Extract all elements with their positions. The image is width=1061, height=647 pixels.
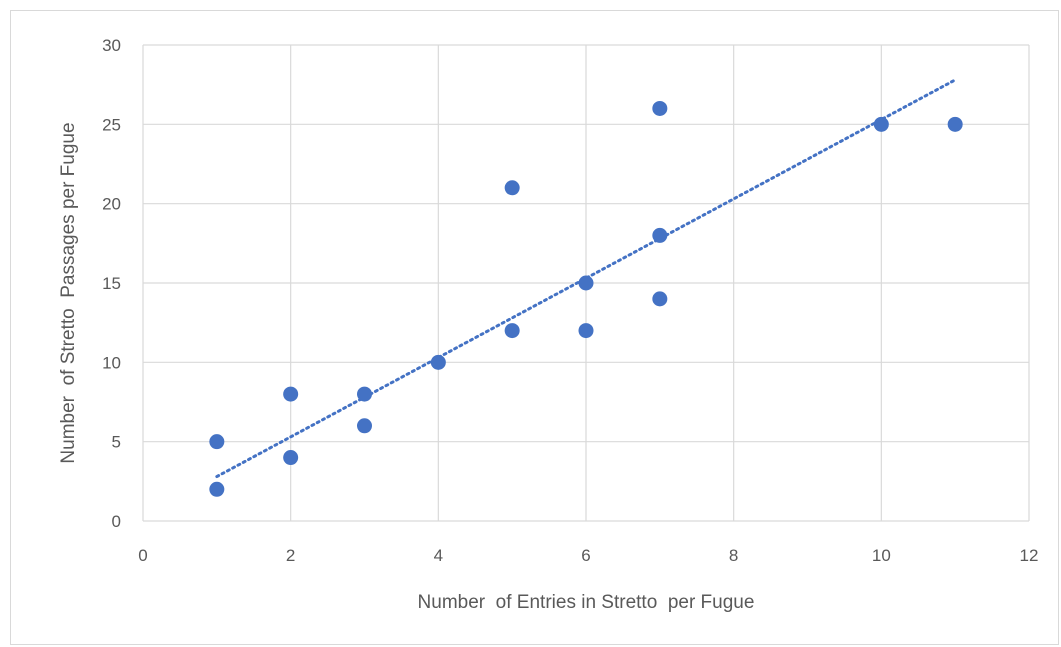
- x-tick-label: 0: [138, 546, 147, 565]
- data-points: [209, 100, 963, 497]
- data-point: [578, 323, 594, 339]
- data-point: [504, 323, 520, 339]
- data-point: [209, 481, 225, 497]
- y-axis-tick-labels: 0 5 10 15 20 25 30: [102, 36, 121, 531]
- x-tick-label: 6: [581, 546, 590, 565]
- x-tick-label: 10: [872, 546, 891, 565]
- y-tick-label: 10: [102, 353, 121, 372]
- y-tick-label: 15: [102, 274, 121, 293]
- data-point: [283, 450, 299, 466]
- x-axis-title: Number of Entries in Stretto per Fugue: [418, 592, 755, 613]
- data-point: [652, 291, 668, 307]
- data-point: [357, 418, 372, 434]
- y-tick-label: 25: [102, 115, 121, 134]
- x-tick-label: 2: [286, 546, 295, 565]
- y-tick-label: 0: [112, 512, 121, 531]
- data-point: [283, 386, 299, 402]
- y-tick-label: 30: [102, 36, 121, 55]
- data-point: [209, 434, 225, 450]
- x-tick-label: 12: [1020, 546, 1039, 565]
- x-axis-tick-labels: 0 2 4 6 8 10 12: [138, 546, 1038, 565]
- chart-area: [10, 10, 1059, 645]
- data-point: [357, 386, 372, 402]
- y-tick-label: 20: [102, 195, 121, 214]
- data-point: [873, 116, 889, 132]
- data-point: [947, 116, 963, 132]
- data-point: [652, 227, 668, 243]
- x-tick-label: 8: [729, 546, 738, 565]
- data-point: [578, 275, 594, 291]
- y-axis-title: Number of Stretto Passages per Fugue: [58, 122, 79, 463]
- y-tick-label: 5: [112, 433, 121, 452]
- data-point: [430, 354, 446, 370]
- x-tick-label: 4: [434, 546, 443, 565]
- data-point: [504, 180, 520, 196]
- data-point: [652, 100, 668, 116]
